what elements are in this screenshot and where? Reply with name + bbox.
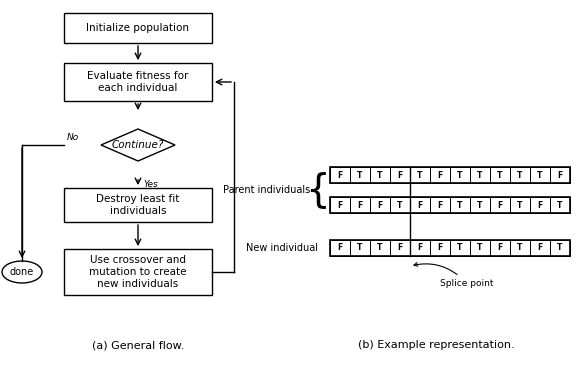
Text: F: F bbox=[497, 244, 503, 252]
Text: F: F bbox=[338, 201, 343, 209]
FancyBboxPatch shape bbox=[410, 197, 430, 213]
Text: T: T bbox=[357, 170, 363, 180]
Text: Use crossover and
mutation to create
new individuals: Use crossover and mutation to create new… bbox=[89, 255, 187, 289]
FancyBboxPatch shape bbox=[350, 167, 370, 183]
Text: F: F bbox=[417, 201, 423, 209]
Text: T: T bbox=[477, 170, 483, 180]
Text: T: T bbox=[417, 170, 423, 180]
FancyBboxPatch shape bbox=[64, 188, 212, 222]
Ellipse shape bbox=[2, 261, 42, 283]
Text: New individual: New individual bbox=[246, 243, 318, 253]
FancyBboxPatch shape bbox=[530, 167, 550, 183]
Text: T: T bbox=[497, 170, 503, 180]
Text: F: F bbox=[357, 201, 363, 209]
Text: T: T bbox=[557, 201, 563, 209]
Text: T: T bbox=[517, 244, 523, 252]
Text: T: T bbox=[538, 170, 543, 180]
Text: T: T bbox=[377, 244, 382, 252]
FancyBboxPatch shape bbox=[410, 167, 430, 183]
Text: F: F bbox=[377, 201, 382, 209]
Text: F: F bbox=[338, 170, 343, 180]
FancyBboxPatch shape bbox=[330, 240, 350, 256]
Text: {: { bbox=[305, 171, 331, 209]
FancyBboxPatch shape bbox=[390, 167, 410, 183]
FancyBboxPatch shape bbox=[430, 167, 450, 183]
Text: T: T bbox=[457, 244, 463, 252]
FancyBboxPatch shape bbox=[530, 197, 550, 213]
Text: F: F bbox=[497, 201, 503, 209]
Text: Parent individuals: Parent individuals bbox=[223, 185, 310, 195]
Text: F: F bbox=[398, 244, 403, 252]
FancyBboxPatch shape bbox=[370, 197, 390, 213]
Text: F: F bbox=[437, 201, 442, 209]
Text: F: F bbox=[538, 244, 543, 252]
FancyBboxPatch shape bbox=[510, 197, 530, 213]
Text: F: F bbox=[437, 170, 442, 180]
Text: (b) Example representation.: (b) Example representation. bbox=[358, 340, 514, 350]
Text: T: T bbox=[397, 201, 403, 209]
Text: done: done bbox=[10, 267, 34, 277]
FancyBboxPatch shape bbox=[350, 197, 370, 213]
Text: (a) General flow.: (a) General flow. bbox=[92, 340, 184, 350]
Text: T: T bbox=[517, 201, 523, 209]
Text: F: F bbox=[338, 244, 343, 252]
Text: No: No bbox=[67, 133, 79, 142]
FancyBboxPatch shape bbox=[490, 167, 510, 183]
FancyBboxPatch shape bbox=[390, 240, 410, 256]
Text: Evaluate fitness for
each individual: Evaluate fitness for each individual bbox=[87, 71, 189, 93]
FancyBboxPatch shape bbox=[64, 63, 212, 101]
FancyBboxPatch shape bbox=[450, 197, 470, 213]
FancyBboxPatch shape bbox=[490, 240, 510, 256]
Text: F: F bbox=[557, 170, 563, 180]
Text: Splice point: Splice point bbox=[414, 263, 493, 288]
Text: Continue?: Continue? bbox=[112, 140, 164, 150]
Text: T: T bbox=[477, 244, 483, 252]
Polygon shape bbox=[101, 129, 175, 161]
FancyBboxPatch shape bbox=[370, 167, 390, 183]
FancyBboxPatch shape bbox=[64, 249, 212, 295]
Text: T: T bbox=[377, 170, 382, 180]
FancyBboxPatch shape bbox=[450, 167, 470, 183]
Text: Initialize population: Initialize population bbox=[86, 23, 189, 33]
Text: F: F bbox=[437, 244, 442, 252]
FancyBboxPatch shape bbox=[470, 167, 490, 183]
FancyBboxPatch shape bbox=[530, 240, 550, 256]
Text: F: F bbox=[398, 170, 403, 180]
FancyBboxPatch shape bbox=[550, 197, 570, 213]
FancyBboxPatch shape bbox=[450, 240, 470, 256]
Text: F: F bbox=[538, 201, 543, 209]
FancyBboxPatch shape bbox=[430, 240, 450, 256]
FancyBboxPatch shape bbox=[330, 167, 350, 183]
FancyBboxPatch shape bbox=[550, 167, 570, 183]
FancyBboxPatch shape bbox=[510, 167, 530, 183]
FancyBboxPatch shape bbox=[64, 13, 212, 43]
FancyBboxPatch shape bbox=[370, 240, 390, 256]
FancyBboxPatch shape bbox=[350, 240, 370, 256]
FancyBboxPatch shape bbox=[510, 240, 530, 256]
Text: T: T bbox=[457, 201, 463, 209]
FancyBboxPatch shape bbox=[330, 197, 350, 213]
FancyBboxPatch shape bbox=[490, 197, 510, 213]
FancyBboxPatch shape bbox=[410, 240, 430, 256]
Text: T: T bbox=[517, 170, 523, 180]
FancyBboxPatch shape bbox=[430, 197, 450, 213]
Text: F: F bbox=[417, 244, 423, 252]
FancyBboxPatch shape bbox=[390, 197, 410, 213]
Text: T: T bbox=[477, 201, 483, 209]
Text: T: T bbox=[557, 244, 563, 252]
FancyBboxPatch shape bbox=[550, 240, 570, 256]
FancyBboxPatch shape bbox=[470, 240, 490, 256]
Text: Yes: Yes bbox=[143, 180, 158, 189]
Text: Destroy least fit
individuals: Destroy least fit individuals bbox=[96, 194, 180, 216]
Text: T: T bbox=[357, 244, 363, 252]
Text: T: T bbox=[457, 170, 463, 180]
FancyBboxPatch shape bbox=[470, 197, 490, 213]
